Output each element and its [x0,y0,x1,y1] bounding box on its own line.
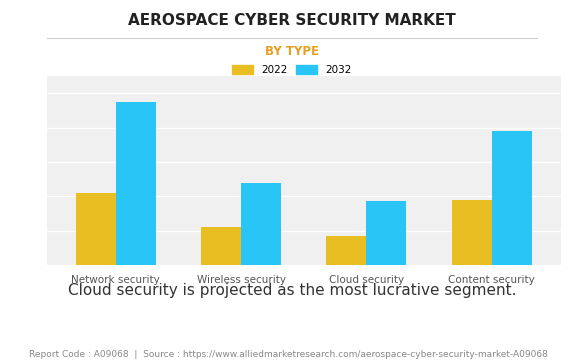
Text: BY TYPE: BY TYPE [265,45,319,58]
Bar [116,102,156,265]
Bar [75,193,116,265]
Bar [201,227,241,265]
Bar [241,183,281,265]
Bar [492,131,532,265]
Text: Report Code : A09068  |  Source : https://www.alliedmarketresearch.com/aerospace: Report Code : A09068 | Source : https://… [29,350,548,359]
Legend: 2022, 2032: 2022, 2032 [232,65,352,76]
Bar [366,201,406,265]
Text: Cloud security is projected as the most lucrative segment.: Cloud security is projected as the most … [68,283,516,298]
Text: AEROSPACE CYBER SECURITY MARKET: AEROSPACE CYBER SECURITY MARKET [128,13,456,28]
Bar [326,236,366,265]
Bar [451,200,492,265]
